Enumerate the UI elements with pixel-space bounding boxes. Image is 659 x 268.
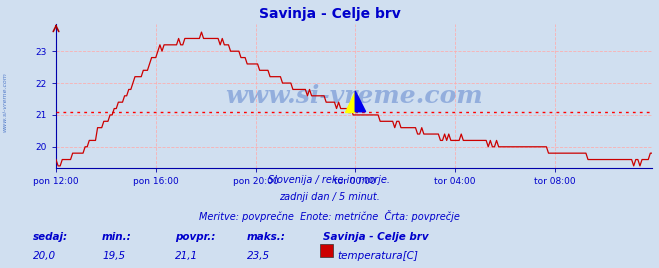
Polygon shape bbox=[345, 91, 355, 112]
Text: 20,0: 20,0 bbox=[33, 251, 56, 260]
Text: povpr.:: povpr.: bbox=[175, 232, 215, 242]
Text: Meritve: povprečne  Enote: metrične  Črta: povprečje: Meritve: povprečne Enote: metrične Črta:… bbox=[199, 210, 460, 222]
Text: sedaj:: sedaj: bbox=[33, 232, 68, 242]
Text: min.:: min.: bbox=[102, 232, 132, 242]
Polygon shape bbox=[355, 91, 366, 112]
Text: Slovenija / reke in morje.: Slovenija / reke in morje. bbox=[268, 175, 391, 185]
Text: Savinja - Celje brv: Savinja - Celje brv bbox=[323, 232, 428, 242]
Text: 19,5: 19,5 bbox=[102, 251, 125, 260]
Text: www.si-vreme.com: www.si-vreme.com bbox=[3, 72, 8, 132]
Text: Savinja - Celje brv: Savinja - Celje brv bbox=[258, 7, 401, 21]
Text: temperatura[C]: temperatura[C] bbox=[337, 251, 418, 260]
Text: 23,5: 23,5 bbox=[247, 251, 270, 260]
Text: 21,1: 21,1 bbox=[175, 251, 198, 260]
Text: maks.:: maks.: bbox=[247, 232, 286, 242]
Text: www.si-vreme.com: www.si-vreme.com bbox=[225, 84, 483, 108]
Text: zadnji dan / 5 minut.: zadnji dan / 5 minut. bbox=[279, 192, 380, 202]
